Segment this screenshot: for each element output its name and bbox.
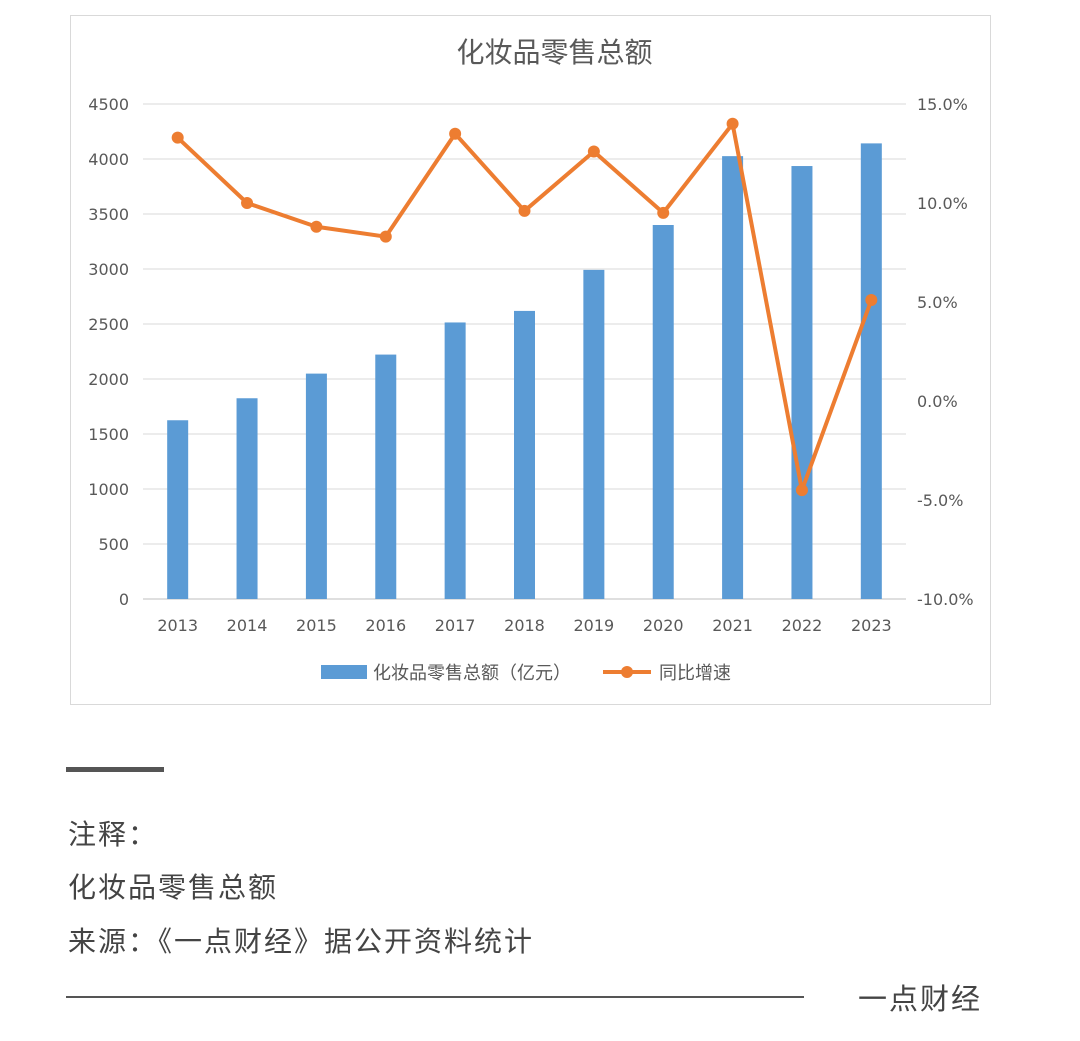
y-left-tick-label: 2000 (88, 370, 129, 389)
bar (444, 322, 466, 599)
chart-frame: 化妆品零售总额 0 500 1000 1500 2000 2500 3000 3500 4000 4… (70, 15, 991, 705)
bar (305, 373, 327, 599)
line-point (518, 204, 531, 217)
y-left-tick-label: 3500 (88, 205, 129, 224)
line-point (241, 197, 254, 209)
brand-name: 一点财经 (858, 982, 983, 1016)
line-point (657, 206, 670, 219)
footer-divider (66, 996, 804, 998)
x-tick-label: 2020 (643, 616, 684, 635)
bar (860, 143, 882, 599)
note-subject: 化妆品零售总额 (68, 871, 279, 904)
bar (722, 156, 744, 599)
y-left-tick-label: 3000 (88, 260, 129, 279)
bar (236, 398, 258, 599)
legend-marker-line (621, 666, 633, 678)
line-point (726, 117, 739, 130)
chart-title: 化妆品零售总额 (456, 36, 652, 69)
y-left-tick-label: 500 (98, 535, 129, 554)
y-left-tick-label: 4000 (88, 150, 129, 169)
x-tick-label: 2014 (227, 616, 268, 635)
y-right-tick-label: -10.0% (917, 590, 974, 609)
note-source: 来源：《一点财经》据公开资料统计 (68, 925, 535, 958)
legend-label-bar: 化妆品零售总额（亿元） (373, 663, 571, 684)
line-point (310, 220, 323, 233)
line-point (865, 294, 878, 307)
note-label: 注释： (68, 818, 159, 851)
x-tick-label: 2017 (435, 616, 476, 635)
x-tick-label: 2015 (296, 616, 337, 635)
line-point (587, 145, 600, 158)
y-right-tick-label: 0.0% (917, 392, 958, 411)
y-right-tick-label: 15.0% (917, 95, 968, 114)
bar (652, 225, 674, 599)
x-tick-label: 2021 (712, 616, 753, 635)
x-tick-label: 2016 (365, 616, 406, 635)
y-right-tick-label: -5.0% (917, 491, 963, 510)
bar (167, 420, 189, 599)
y-left-tick-label: 1000 (88, 480, 129, 499)
bar (375, 354, 397, 599)
x-tick-label: 2013 (157, 616, 198, 635)
y-left-tick-label: 1500 (88, 425, 129, 444)
bar (514, 310, 535, 599)
x-tick-label: 2023 (851, 616, 892, 635)
bar (791, 166, 813, 600)
line-point (171, 131, 184, 144)
x-tick-label: 2022 (782, 616, 823, 635)
y-left-tick-label: 4500 (88, 95, 129, 114)
legend-swatch-bar (321, 665, 367, 679)
line-point (795, 484, 808, 497)
legend-label-line: 同比增速 (659, 663, 731, 684)
y-left-tick-label: 0 (119, 590, 129, 609)
y-right-tick-label: 10.0% (917, 194, 968, 213)
x-tick-label: 2018 (504, 616, 545, 635)
line-point (449, 127, 462, 140)
y-right-tick-label: 5.0% (917, 293, 958, 312)
line-point (379, 230, 392, 243)
section-divider (66, 767, 164, 772)
x-tick-label: 2019 (574, 616, 615, 635)
y-left-tick-label: 2500 (88, 315, 129, 334)
chart: 化妆品零售总额 0 500 1000 1500 2000 2500 3000 3500 4000 4… (88, 36, 974, 684)
bar (583, 269, 605, 599)
